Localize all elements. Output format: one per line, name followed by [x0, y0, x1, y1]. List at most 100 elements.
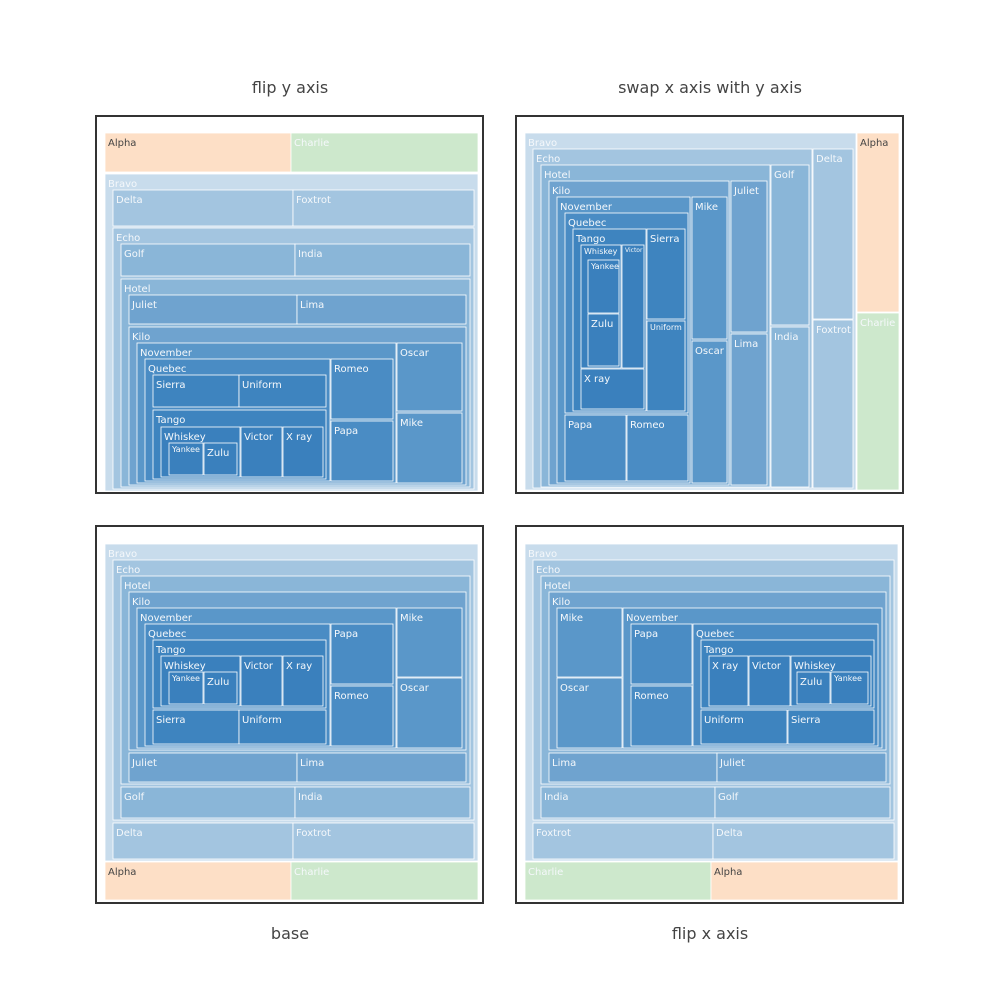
- treemap-tile-zulu[interactable]: [796, 671, 831, 705]
- treemap-tile-delta[interactable]: [812, 148, 854, 320]
- treemap-label-mike: Mike: [560, 613, 583, 624]
- treemap-tile-oscar[interactable]: [396, 677, 463, 749]
- treemap-tile-romeo[interactable]: [330, 685, 394, 747]
- treemap-tile-alpha[interactable]: [710, 861, 899, 901]
- treemap-label-juliet: Juliet: [131, 300, 157, 311]
- treemap-tile-charlie[interactable]: [290, 861, 479, 901]
- treemap-tile-uniform[interactable]: [238, 709, 327, 745]
- treemap-tile-alpha[interactable]: [104, 132, 292, 173]
- treemap-label-echo: Echo: [116, 565, 140, 576]
- treemap-tile-victor[interactable]: [748, 655, 791, 707]
- treemap-tile-mike[interactable]: [691, 196, 728, 340]
- treemap-label-papa: Papa: [334, 629, 358, 640]
- treemap-tile-mike[interactable]: [396, 412, 463, 484]
- treemap-tile-golf[interactable]: [714, 786, 891, 819]
- treemap-label-juliet: Juliet: [719, 758, 745, 769]
- treemap-tile-juliet[interactable]: [128, 294, 298, 325]
- treemap-tile-x-ray[interactable]: [580, 368, 645, 410]
- treemap-tile-papa[interactable]: [330, 420, 394, 482]
- treemap-tile-india[interactable]: [540, 786, 716, 819]
- treemap-tile-foxtrot[interactable]: [812, 319, 854, 489]
- treemap-tile-papa[interactable]: [564, 414, 627, 482]
- treemap-tile-zulu[interactable]: [203, 671, 238, 705]
- treemap-tile-alpha[interactable]: [856, 132, 900, 313]
- treemap-tile-victor[interactable]: [240, 655, 283, 707]
- treemap-tile-golf[interactable]: [120, 243, 296, 277]
- treemap-tile-x-ray[interactable]: [282, 426, 324, 478]
- treemap-tile-papa[interactable]: [330, 623, 394, 685]
- panel-frame: [95, 115, 484, 494]
- treemap-tile-charlie[interactable]: [524, 861, 712, 901]
- treemap-tile-x-ray[interactable]: [282, 655, 324, 707]
- treemap-label-quebec: Quebec: [148, 629, 186, 640]
- treemap-tile-delta[interactable]: [712, 822, 895, 860]
- treemap-tile-x-ray[interactable]: [708, 655, 749, 707]
- treemap-tile-uniform[interactable]: [238, 374, 327, 408]
- treemap-label-victor: Victor: [244, 432, 274, 443]
- treemap-label-delta: Delta: [116, 828, 143, 839]
- treemap-tile-foxtrot[interactable]: [292, 822, 475, 860]
- treemap-tile-mike[interactable]: [556, 607, 623, 678]
- treemap-label-whiskey: Whiskey: [164, 661, 206, 672]
- treemap-label-foxtrot: Foxtrot: [536, 828, 571, 839]
- treemap-tile-oscar[interactable]: [396, 342, 463, 412]
- treemap-tile-zulu[interactable]: [203, 442, 238, 476]
- treemap-tile-india[interactable]: [770, 326, 810, 488]
- treemap-label-golf: Golf: [774, 170, 795, 181]
- treemap-tile-uniform[interactable]: [646, 320, 686, 412]
- treemap-tile-yankee[interactable]: [830, 671, 869, 705]
- treemap-tile-oscar[interactable]: [556, 677, 623, 749]
- treemap-label-sierra: Sierra: [791, 715, 820, 726]
- treemap-tile-sierra[interactable]: [152, 374, 240, 408]
- treemap-tile-mike[interactable]: [396, 607, 463, 678]
- treemap-label-papa: Papa: [568, 420, 592, 431]
- treemap-tile-victor[interactable]: [240, 426, 283, 478]
- treemap-label-zulu: Zulu: [207, 677, 229, 688]
- treemap-tile-uniform[interactable]: [700, 709, 788, 745]
- treemap-tile-romeo[interactable]: [330, 358, 394, 420]
- treemap-tile-lima[interactable]: [296, 752, 467, 783]
- treemap-tile-delta[interactable]: [112, 189, 294, 227]
- panel-swap-axes: swap x axis with y axis Bravo Alpha Charli…: [515, 78, 904, 494]
- treemap-label-quebec: Quebec: [148, 364, 186, 375]
- treemap-label-quebec: Quebec: [568, 218, 606, 229]
- treemap-label-bravo: Bravo: [528, 138, 557, 149]
- treemap-tile-juliet[interactable]: [730, 180, 768, 333]
- treemap-tile-foxtrot[interactable]: [532, 822, 714, 860]
- treemap-label-foxtrot: Foxtrot: [296, 195, 331, 206]
- treemap-label-quebec: Quebec: [696, 629, 734, 640]
- treemap-label-delta: Delta: [116, 195, 143, 206]
- treemap-label-lima: Lima: [734, 339, 758, 350]
- treemap-tile-oscar[interactable]: [691, 340, 728, 484]
- treemap-tile-lima[interactable]: [296, 294, 467, 325]
- treemap-tile-lima[interactable]: [730, 333, 768, 486]
- treemap-tile-india[interactable]: [294, 786, 471, 819]
- treemap-tile-yankee[interactable]: [168, 442, 204, 476]
- treemap-tile-romeo[interactable]: [630, 685, 693, 747]
- treemap-tile-charlie[interactable]: [290, 132, 479, 173]
- treemap-tile-alpha[interactable]: [104, 861, 292, 901]
- treemap-tile-sierra[interactable]: [646, 228, 686, 320]
- treemap-tile-lima[interactable]: [548, 752, 718, 783]
- treemap-label-november: November: [626, 613, 679, 624]
- treemap-tile-juliet[interactable]: [716, 752, 887, 783]
- treemap-tile-yankee[interactable]: [168, 671, 204, 705]
- treemap-tile-foxtrot[interactable]: [292, 189, 475, 227]
- treemap-tile-india[interactable]: [294, 243, 471, 277]
- treemap-tile-zulu[interactable]: [587, 313, 620, 367]
- treemap-label-tango: Tango: [155, 415, 185, 426]
- treemap-tile-golf[interactable]: [770, 164, 810, 326]
- treemap-label-yankee: Yankee: [171, 674, 200, 683]
- treemap-tile-sierra[interactable]: [787, 709, 875, 745]
- treemap-tile-golf[interactable]: [120, 786, 296, 819]
- treemap-label-x-ray: X ray: [286, 661, 312, 672]
- treemap-tile-romeo[interactable]: [626, 414, 689, 482]
- treemap-tile-delta[interactable]: [112, 822, 294, 860]
- treemap-label-zulu: Zulu: [207, 448, 229, 459]
- treemap-tile-yankee[interactable]: [587, 259, 620, 314]
- treemap-label-lima: Lima: [300, 300, 324, 311]
- treemap-tile-charlie[interactable]: [856, 312, 900, 491]
- treemap-label-bravo: Bravo: [528, 549, 557, 560]
- treemap-tile-papa[interactable]: [630, 623, 693, 685]
- treemap-tile-victor[interactable]: [621, 244, 645, 369]
